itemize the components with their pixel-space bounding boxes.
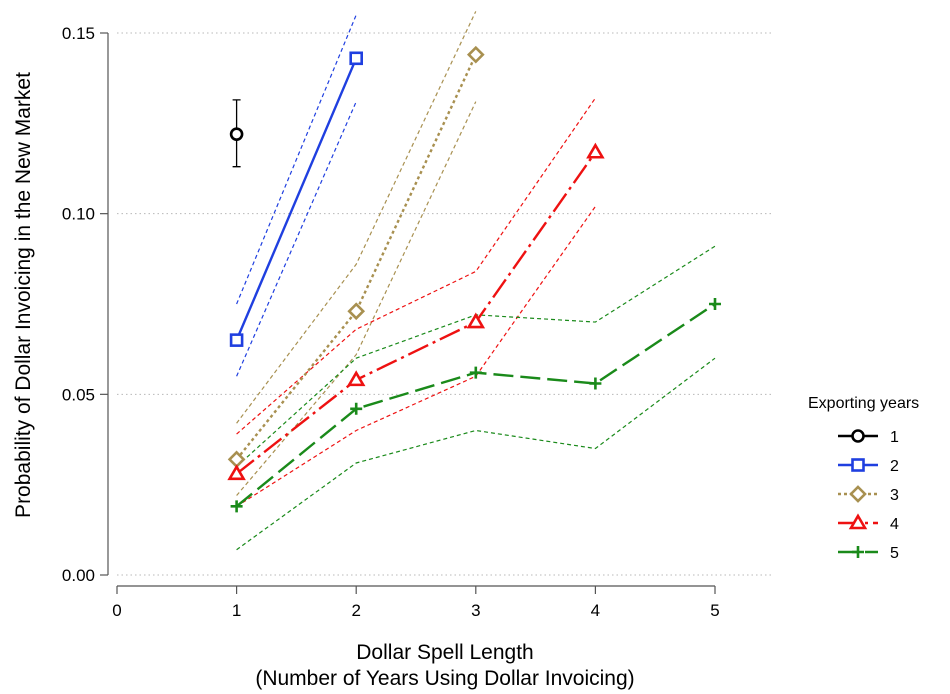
- legend-label-2: 2: [890, 458, 899, 475]
- y-tick-label: 0.10: [62, 205, 95, 224]
- legend-marker-3: [849, 485, 867, 503]
- y-ticks: 0.00 0.05 0.10 0.15: [62, 24, 108, 585]
- series-5-line: [235, 303, 716, 508]
- legend: Exporting years 1 2 3 4 5: [808, 395, 919, 562]
- series-2-point: [229, 333, 244, 347]
- series-3-point: [466, 45, 485, 64]
- series-3-line: [235, 54, 477, 461]
- x-ticks: 0 1 2 3 4 5: [112, 586, 720, 620]
- series-4-point: [227, 464, 246, 481]
- series-4-ci-lower: [236, 206, 596, 507]
- x-tick-label: 3: [471, 601, 480, 620]
- series-5-point: [709, 298, 721, 310]
- grid-lines: [117, 32, 772, 576]
- series-5-point: [469, 366, 482, 379]
- legend-label-5: 5: [890, 545, 899, 562]
- series-lines: [235, 54, 716, 508]
- series-4-line: [235, 151, 597, 475]
- legend-label-3: 3: [890, 487, 899, 504]
- series-3-point: [347, 302, 366, 321]
- x-tick-label: 2: [351, 601, 360, 620]
- series-markers: [227, 45, 721, 513]
- axes: [107, 33, 715, 587]
- legend-label-4: 4: [890, 516, 899, 533]
- series-5-ci-upper: [236, 245, 716, 468]
- legend-title: Exporting years: [808, 395, 919, 412]
- series-2-line: [235, 57, 358, 341]
- series-4-ci-upper: [236, 97, 596, 435]
- series-5-point: [230, 500, 243, 513]
- series-2-point: [349, 51, 364, 66]
- series-5-point: [350, 402, 363, 415]
- x-tick-label: 5: [710, 601, 719, 620]
- x-axis-label-line2: (Number of Years Using Dollar Invoicing): [255, 667, 634, 690]
- x-tick-label: 4: [591, 601, 600, 620]
- series-5-point: [589, 377, 602, 390]
- y-tick-label: 0.00: [62, 566, 95, 585]
- y-tick-label: 0.05: [62, 385, 95, 404]
- x-axis-label-line1: Dollar Spell Length: [356, 641, 533, 664]
- series-3-ci-lower: [236, 101, 477, 496]
- legend-marker-1: [851, 429, 865, 443]
- x-tick-label: 1: [232, 601, 241, 620]
- series-3-ci-upper: [236, 11, 477, 424]
- confidence-bands: [232, 11, 716, 551]
- series-4-point: [466, 312, 486, 329]
- series-1-point: [229, 127, 244, 141]
- legend-marker-2: [851, 458, 865, 472]
- y-tick-label: 0.15: [62, 24, 95, 43]
- legend-label-1: 1: [890, 429, 899, 446]
- series-2-ci-upper: [236, 14, 357, 305]
- legend-marker-4: [848, 513, 868, 530]
- series-5-ci-lower: [236, 357, 716, 551]
- series-2-ci-lower: [236, 101, 357, 377]
- legend-marker-5: [852, 546, 864, 558]
- series-4-point: [346, 370, 366, 387]
- x-tick-label: 0: [112, 601, 121, 620]
- y-axis-label: Probability of Dollar Invoicing in the N…: [12, 72, 35, 518]
- series-4-point: [586, 142, 605, 159]
